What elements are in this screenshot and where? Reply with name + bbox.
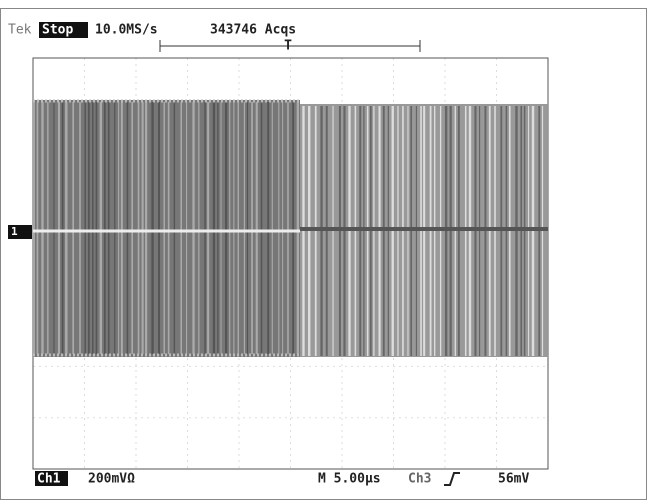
status: Stop <box>42 23 73 38</box>
trigger-source: Ch3 <box>408 472 431 487</box>
trigger-level: 56mV <box>498 472 529 487</box>
brand: Tek <box>8 23 32 38</box>
trigger-marker: T <box>284 39 292 54</box>
scope-screen: Tek Stop 10.0MS/s 343746 Acqs T 1 Ch1 20… <box>0 0 654 500</box>
scale: 200mVΩ <box>88 472 135 487</box>
channel-marker: 1 <box>11 225 18 238</box>
channel: Ch1 <box>37 472 61 487</box>
timebase: M 5.00µs <box>318 472 381 487</box>
acquisitions: 343746 Acqs <box>210 23 296 38</box>
sample-rate: 10.0MS/s <box>95 23 158 38</box>
